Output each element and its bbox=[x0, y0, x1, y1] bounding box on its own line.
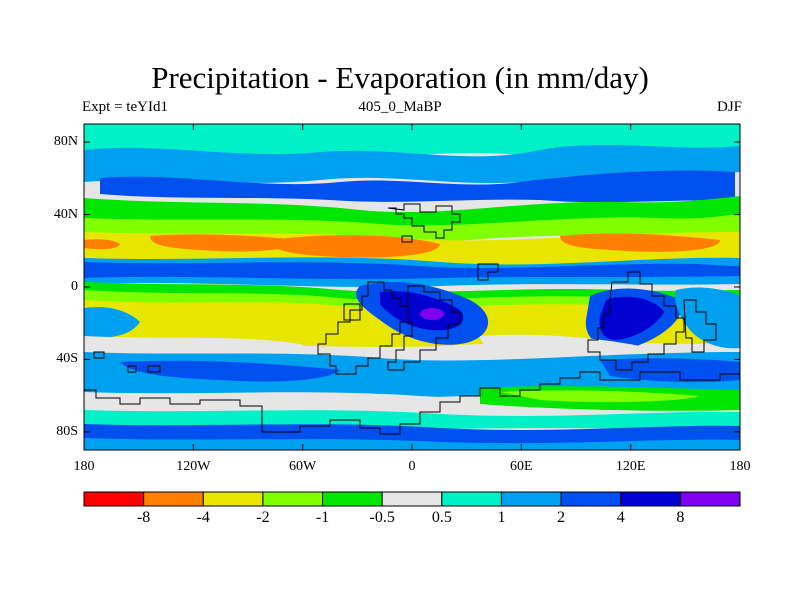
colorbar-swatch bbox=[560, 491, 622, 507]
colorbar-label: 8 bbox=[676, 509, 685, 526]
x-tick-label: 120E bbox=[615, 459, 646, 474]
colorbar-label: -4 bbox=[196, 509, 210, 526]
colorbar-swatch bbox=[679, 491, 741, 507]
coastline-gondwana-central bbox=[387, 285, 461, 371]
colorbar-label: -8 bbox=[136, 509, 151, 526]
x-tick-label: 60E bbox=[510, 459, 533, 474]
band-southern-blue bbox=[120, 360, 340, 382]
band-antarctic-lightgreen bbox=[500, 390, 700, 403]
colorbar-swatch bbox=[620, 491, 681, 507]
chart-title: Precipitation - Evaporation (in mm/day) bbox=[151, 60, 649, 95]
colorbar-label: -2 bbox=[256, 509, 270, 526]
colorbar-label: -0.5 bbox=[369, 509, 395, 526]
colorbar-label: -1 bbox=[315, 509, 330, 526]
y-tick-label: 40S bbox=[56, 351, 78, 367]
coastline-east-peninsula bbox=[683, 299, 717, 353]
convection-core-west-pacific bbox=[599, 296, 664, 340]
y-tick-label: 80S bbox=[56, 423, 78, 439]
band-storm-track-north bbox=[100, 170, 735, 203]
experiment-label: Expt = teYId1 bbox=[82, 99, 168, 115]
colorbar-swatch bbox=[322, 491, 383, 507]
x-tick-label: 0 bbox=[408, 459, 416, 474]
dry-zone-east-pacific bbox=[150, 234, 300, 252]
convection-south-pacific bbox=[84, 306, 140, 338]
x-tick-label: 180 bbox=[73, 459, 95, 474]
colorbar-swatch bbox=[143, 491, 204, 507]
colorbar-swatch bbox=[500, 491, 562, 507]
colorbar bbox=[83, 491, 741, 507]
convection-core-atlantic bbox=[380, 291, 464, 331]
colorbar-swatch bbox=[441, 491, 502, 507]
coastline-southwest-islet bbox=[127, 365, 137, 373]
neutral-lane-south-pacific bbox=[84, 336, 308, 358]
dry-zone-dateline bbox=[84, 239, 120, 250]
colorbar-swatch bbox=[262, 491, 324, 507]
coastline-antarctic-margin bbox=[84, 371, 740, 435]
colorbar-label: 4 bbox=[616, 509, 625, 526]
coastline-southwest-islet-2 bbox=[147, 365, 161, 373]
convection-peak-atlantic bbox=[420, 308, 444, 320]
colorbar-swatch bbox=[83, 491, 145, 507]
season-label: DJF bbox=[716, 99, 742, 115]
coastline-north-islet bbox=[401, 235, 413, 243]
colorbar-label: 0.5 bbox=[431, 509, 452, 526]
x-tick-label: 120W bbox=[176, 459, 211, 474]
y-tick-label: 40N bbox=[53, 206, 78, 222]
y-tick-label: 80N bbox=[53, 134, 78, 150]
x-tick-label: 60W bbox=[289, 459, 317, 474]
colorbar-swatch bbox=[202, 491, 264, 507]
coastline-small-island bbox=[343, 303, 361, 321]
coastline-southwest-island bbox=[93, 351, 105, 359]
field-layer bbox=[84, 124, 740, 450]
colorbar-swatch bbox=[381, 491, 443, 507]
band-southern-blue-east bbox=[600, 358, 740, 383]
tick-marks bbox=[83, 124, 741, 450]
coastline-gondwana-west bbox=[317, 281, 409, 375]
convection-east-pacific bbox=[674, 287, 740, 349]
colorbar-label: 2 bbox=[557, 509, 566, 526]
coastlines bbox=[84, 203, 740, 435]
dry-zone-west-pacific bbox=[560, 233, 720, 252]
x-tick-label: 180 bbox=[729, 459, 751, 474]
coastline-gondwana-east bbox=[587, 271, 685, 371]
y-tick-label: 0 bbox=[71, 279, 78, 294]
band-itcz-blue bbox=[84, 262, 740, 280]
band-arctic-lightblue bbox=[84, 144, 740, 184]
coastline-tropical-north bbox=[477, 263, 499, 281]
dry-zone-atlantic bbox=[270, 235, 440, 258]
colorbar-label: 1 bbox=[497, 509, 506, 526]
time-label: 405_0_MaBP bbox=[358, 99, 442, 115]
coastline-north-landmass bbox=[387, 203, 461, 239]
